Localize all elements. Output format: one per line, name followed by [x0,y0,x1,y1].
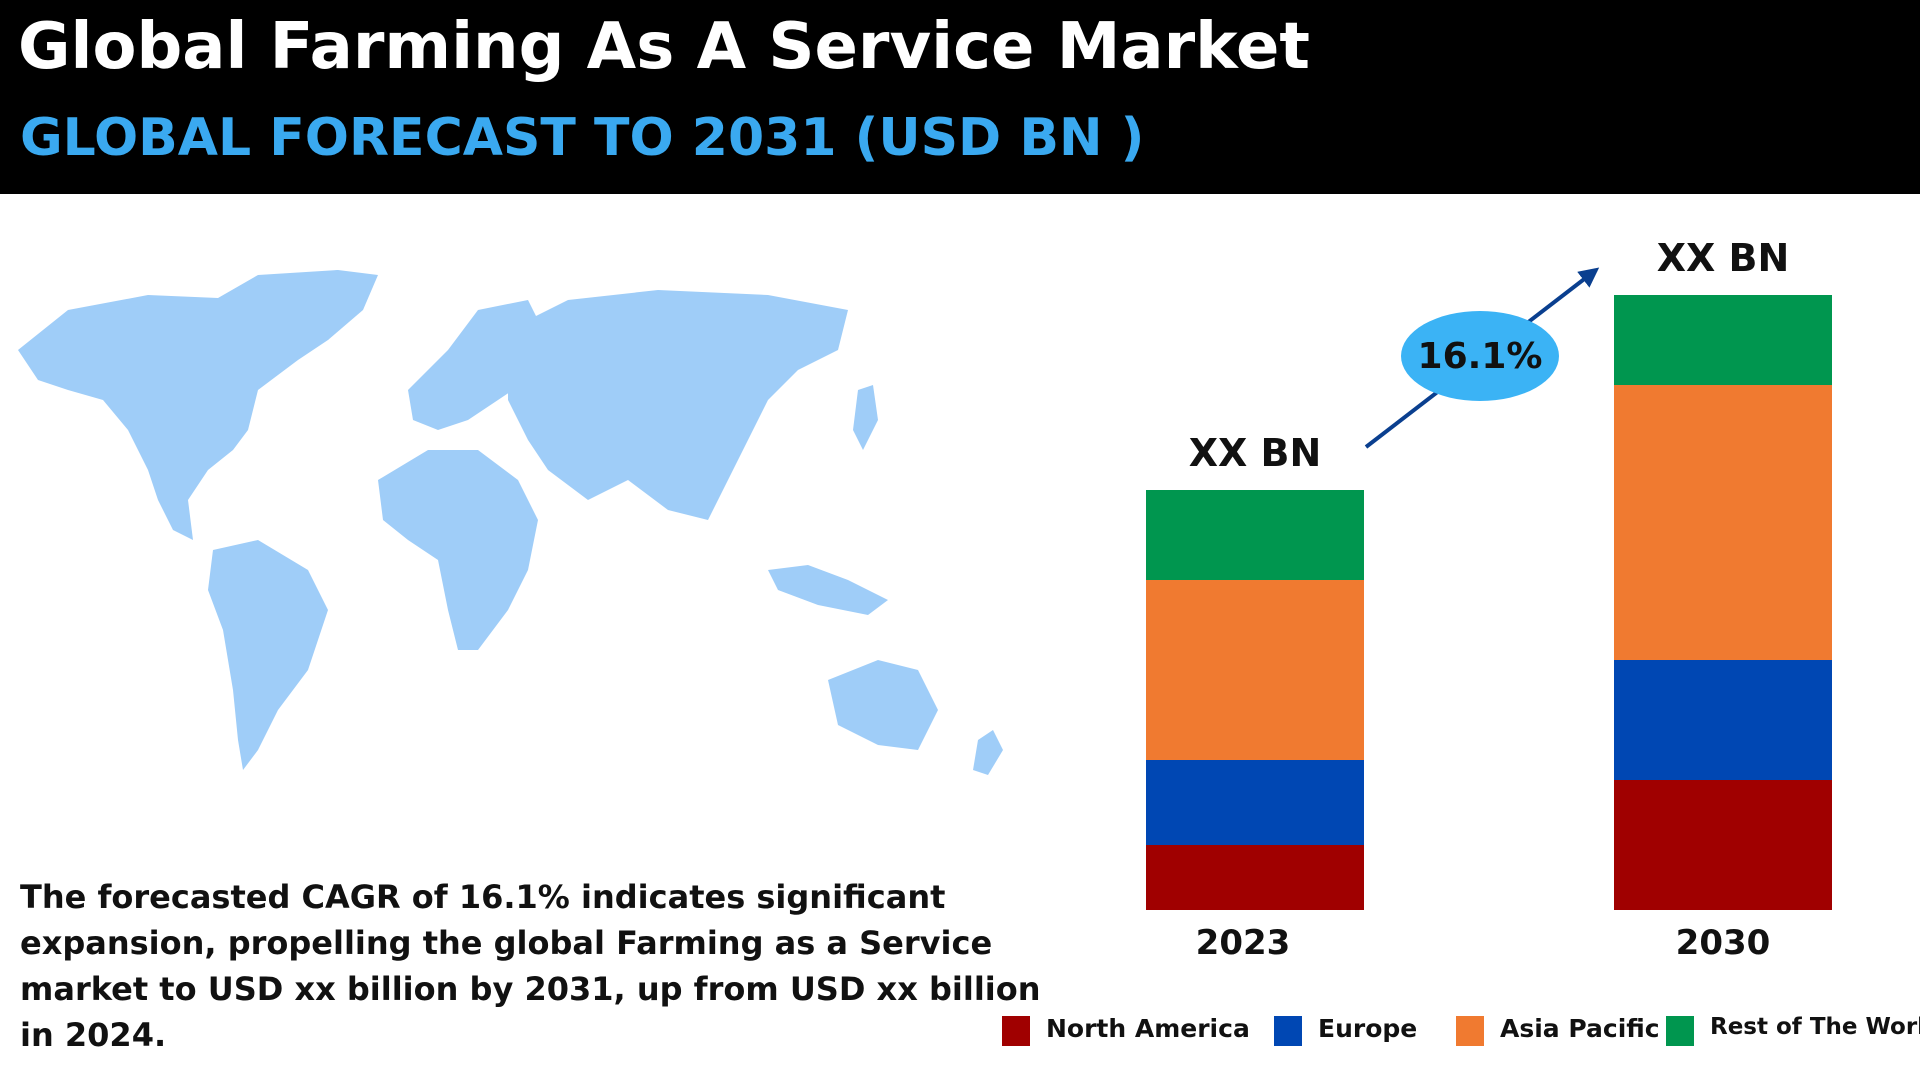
legend-label: Rest of The World [1710,1014,1920,1040]
map-new-zealand [973,730,1003,775]
stacked-bar-chart: XX BN 2023 XX BN 2030 16.1% [1146,236,1832,963]
bar-segment-2030-north-america [1614,780,1832,910]
growth-rate-bubble [1401,311,1559,401]
growth-rate-label: 16.1% [1418,336,1543,377]
legend-swatch [1666,1016,1694,1046]
legend-swatch [1002,1016,1030,1046]
legend-label: North America [1046,1014,1250,1043]
legend-label: Asia Pacific [1500,1014,1660,1043]
map-africa [378,450,538,650]
labels-layer: XX BN 2023 XX BN 2030 [1189,236,1790,963]
total-label-2030: XX BN [1657,236,1790,280]
bar-segment-2023-europe [1146,760,1364,845]
map-north-america [18,270,363,540]
page-title: Global Farming As A Service Market [18,10,1310,84]
bar-segment-2030-europe [1614,660,1832,780]
legend-label: Europe [1318,1014,1418,1043]
bar-segment-2030-asia-pacific [1614,385,1832,660]
bar-segment-2023-rest-of-the-world [1146,490,1364,580]
map-asia [508,290,848,520]
bar-segment-2030-rest-of-the-world [1614,295,1832,385]
map-south-america [208,540,328,770]
map-australia [828,660,938,750]
legend-swatch [1456,1016,1484,1046]
legend-swatch [1274,1016,1302,1046]
map-greenland [268,270,378,340]
bars-layer [1146,295,1832,910]
total-label-2023: XX BN [1189,431,1322,475]
world-map-landmasses [18,270,1003,775]
world-map-image [18,270,1003,775]
bar-segment-2023-north-america [1146,845,1364,910]
map-japan [853,385,878,450]
description-text: The forecasted CAGR of 16.1% indicates s… [20,878,1041,1054]
chart-legend: North America Europe Asia Pacific Rest of T… [1002,1010,1920,1050]
header-banner: Global Farming As A Service Market GLOBA… [0,0,1920,194]
page-subtitle: GLOBAL FORECAST TO 2031 (USD BN ) [20,108,1145,168]
bar-segment-2023-asia-pacific [1146,580,1364,760]
map-indonesia [768,565,888,615]
x-tick-label-2030: 2030 [1676,923,1771,963]
x-tick-label-2023: 2023 [1196,923,1291,963]
